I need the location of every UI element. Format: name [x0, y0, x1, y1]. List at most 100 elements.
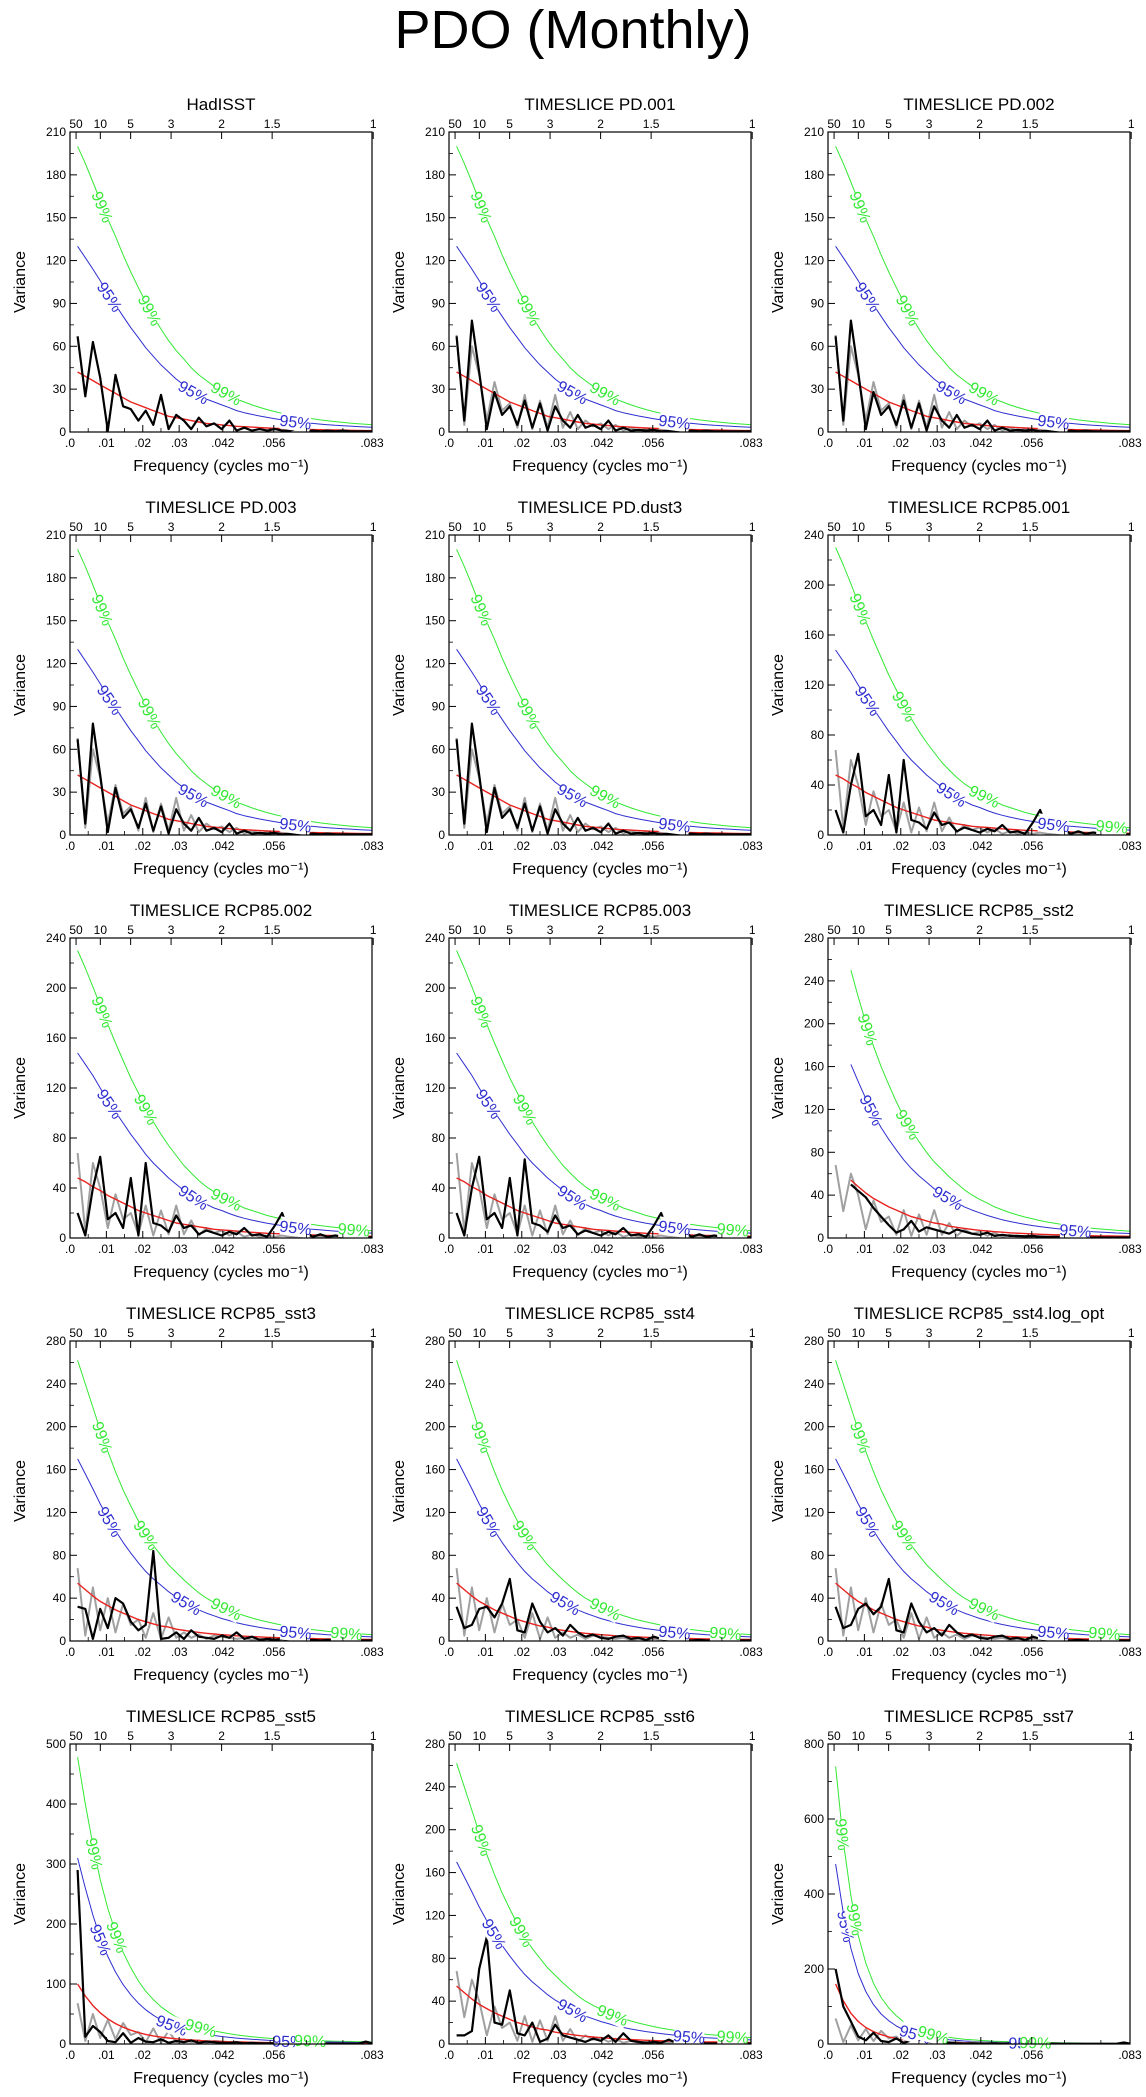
label-bg: [82, 1837, 107, 1871]
y-tick-label: 180: [425, 571, 445, 585]
label-bg: [595, 2000, 631, 2029]
x-tick-label: .02: [134, 2048, 151, 2062]
y-tick-label: 30: [53, 382, 67, 396]
x-tick-label: .056: [1020, 839, 1044, 853]
confidence-label-99: 99%: [587, 1186, 623, 1215]
series-spectrum: [76, 1155, 372, 1238]
label-bg: [1096, 816, 1128, 837]
y-tick-label: 90: [432, 699, 446, 713]
label-bg: [588, 1593, 623, 1624]
top-tick-label: 5: [127, 520, 134, 534]
label-bg: [893, 292, 924, 328]
confidence-label-95: 95%: [933, 378, 969, 409]
top-tick-label: 50: [448, 520, 462, 534]
y-tick-label: 200: [46, 1917, 66, 1931]
top-tick-label: 3: [926, 117, 933, 131]
confidence-label-99: 99%: [854, 1012, 880, 1048]
y-tick-label: 160: [46, 1463, 66, 1477]
y-tick-label: 210: [425, 528, 445, 542]
confidence-label-95: 95%: [478, 1916, 509, 1952]
confidence-label-99: 99%: [208, 379, 244, 410]
y-tick-label: 40: [811, 1188, 825, 1202]
confidence-label-95: 95%: [278, 816, 312, 837]
x-tick-label: .0: [444, 1242, 454, 1256]
label-bg: [279, 410, 312, 433]
x-tick-label: .03: [171, 1242, 188, 1256]
top-tick-label: 50: [69, 1326, 83, 1340]
y-tick-label: 160: [425, 1463, 445, 1477]
x-tick-label: .03: [171, 839, 188, 853]
y-tick-label: 200: [46, 1420, 66, 1434]
y-tick-label: 200: [804, 1962, 824, 1976]
confidence-label-99: 99%: [467, 1420, 494, 1456]
label-bg: [209, 1593, 244, 1624]
y-tick-label: 210: [804, 125, 824, 139]
confidence-label-99: 99%: [505, 1914, 536, 1950]
y-tick-label: 150: [425, 211, 445, 225]
x-tick-label: .056: [262, 2048, 286, 2062]
series-group: [76, 146, 372, 432]
label-bg: [1037, 1621, 1070, 1643]
x-tick-label: .01: [98, 1242, 115, 1256]
label-bg: [555, 376, 591, 408]
confidence-label-99: 99%: [134, 696, 164, 732]
x-tick-label: .01: [477, 2048, 494, 2062]
top-tick-label: 50: [448, 1326, 462, 1340]
y-tick-label: 240: [804, 528, 824, 542]
confidence-label-99: 99%: [887, 1518, 919, 1554]
label-bg: [916, 2021, 951, 2048]
y-tick-label: 240: [804, 974, 824, 988]
x-tick-label: .083: [1118, 1645, 1142, 1659]
top-tick-label: 10: [473, 923, 487, 937]
y-axis-label: Variance: [12, 1057, 29, 1119]
top-tick-label: 1: [1128, 520, 1135, 534]
label-bg: [94, 682, 126, 718]
label-bg: [279, 813, 312, 836]
top-tick-label: 10: [94, 1729, 108, 1743]
y-tick-label: 120: [804, 678, 824, 692]
x-tick-label: .01: [477, 839, 494, 853]
top-tick-label: 3: [926, 1729, 933, 1743]
label-bg: [934, 376, 970, 408]
confidence-label-99: 99%: [509, 1092, 539, 1128]
top-tick-label: 10: [852, 520, 866, 534]
confidence-label-99: 99%: [966, 379, 1002, 410]
y-tick-label: 160: [425, 1031, 445, 1045]
x-tick-label: .083: [1118, 436, 1142, 450]
series-95pct: [456, 1052, 751, 1234]
y-tick-label: 80: [53, 1131, 67, 1145]
top-tick-label: 1: [749, 923, 756, 937]
label-bg: [88, 189, 117, 225]
label-bg: [209, 1184, 244, 1214]
series-95pct: [456, 1458, 751, 1638]
y-tick-label: 240: [425, 931, 445, 945]
x-tick-label: .056: [641, 436, 665, 450]
label-bg: [587, 781, 623, 812]
y-tick-label: 280: [804, 931, 824, 945]
top-tick-label: 5: [506, 923, 513, 937]
y-tick-label: 180: [425, 168, 445, 182]
label-bg: [479, 1916, 510, 1952]
chart-title: TIMESLICE RCP85.002: [130, 901, 312, 920]
x-axis-label: Frequency (cycles mo⁻¹): [512, 458, 688, 475]
y-tick-label: 40: [53, 1591, 67, 1605]
chart-title: TIMESLICE PD.001: [524, 95, 675, 114]
x-tick-label: .042: [211, 1645, 235, 1659]
y-tick-label: 150: [46, 211, 66, 225]
label-bg: [473, 1504, 505, 1539]
y-tick-label: 80: [53, 1548, 67, 1562]
x-tick-label: .01: [98, 436, 115, 450]
x-tick-label: .083: [360, 1645, 384, 1659]
x-axis-label: Frequency (cycles mo⁻¹): [512, 1264, 688, 1281]
label-bg: [506, 1914, 537, 1950]
x-axis-label: Frequency (cycles mo⁻¹): [133, 861, 309, 878]
top-tick-label: 2: [218, 520, 225, 534]
series-95pct: [456, 246, 751, 428]
label-bg: [555, 779, 591, 811]
label-bg: [709, 1622, 742, 1644]
label-bg: [176, 376, 212, 408]
x-tick-label: .056: [1020, 436, 1044, 450]
label-bg: [338, 1219, 370, 1240]
y-tick-label: 0: [59, 425, 66, 439]
x-tick-label: .056: [262, 839, 286, 853]
